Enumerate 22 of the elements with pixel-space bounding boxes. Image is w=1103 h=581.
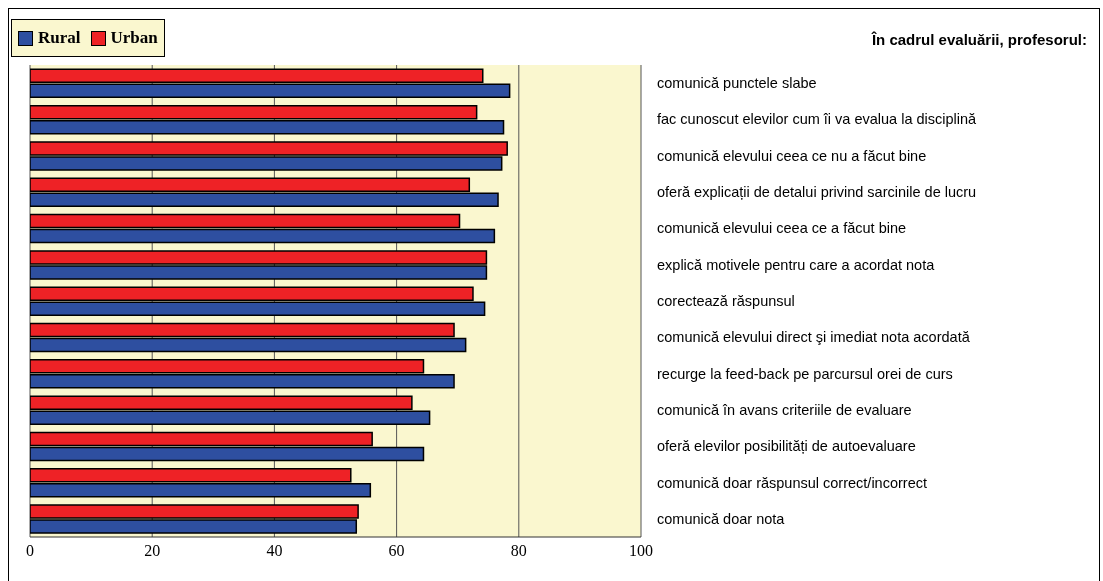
x-tick-label: 0 <box>26 542 34 560</box>
text: În cadrul evaluării, profesorul: <box>871 31 1087 48</box>
y-tick-label: comunică elevului ceea ce a făcut bine <box>657 220 907 237</box>
y-tick-label: fac cunoscut elevilor cum îi va evalua la disciplină <box>657 111 978 128</box>
y-tick-label: explică motivele pentru care a acordat nota <box>657 256 936 273</box>
y-tick-label: comunică în avans criteriile de evaluare <box>657 401 912 418</box>
y-tick-label: recurge la feed-back pe parcursul orei de curs <box>657 365 953 382</box>
x-tick-label: 60 <box>388 542 405 560</box>
x-tick-label: 40 <box>266 542 283 560</box>
y-tick-label: comunică punctele slabe <box>657 75 817 92</box>
x-tick-label: 100 <box>629 542 653 560</box>
legend-label: Urban <box>109 28 158 48</box>
y-tick-label: comunică elevului ceea ce nu a făcut bine <box>657 147 927 164</box>
y-tick-label: oferă elevilor posibilități de autoevaluare <box>657 438 916 455</box>
x-tick-label: 20 <box>144 542 161 560</box>
legend-label: Rural <box>37 28 81 48</box>
y-tick-label: comunică doar răspunsul correct/incorrect <box>657 474 927 491</box>
y-tick-label: oferă explicații de detalui privind sarcinile de lucru <box>657 184 977 201</box>
y-tick-label: comunică elevului direct şi imediat nota acordată <box>657 329 971 346</box>
x-tick-label: 80 <box>510 542 527 560</box>
y-tick-label: corectează răspunsul <box>657 293 795 309</box>
y-tick-label: comunică doar nota <box>657 510 786 527</box>
